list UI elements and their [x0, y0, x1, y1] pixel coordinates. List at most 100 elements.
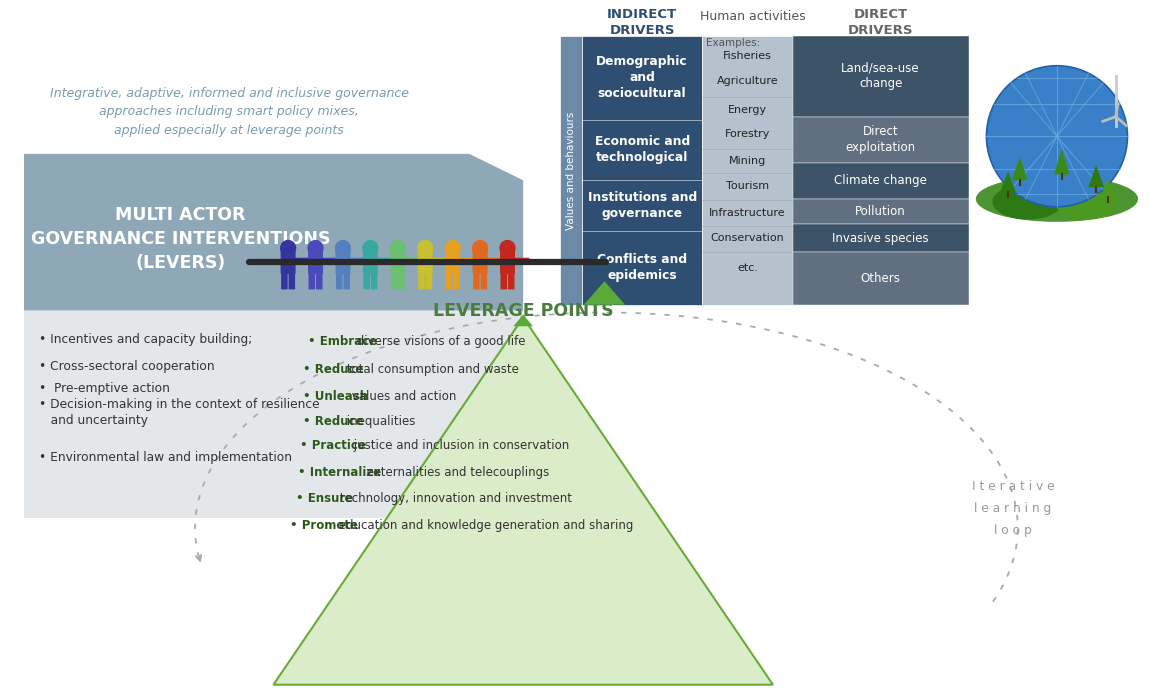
- FancyBboxPatch shape: [419, 273, 424, 290]
- Bar: [792, 36, 968, 117]
- FancyBboxPatch shape: [426, 273, 432, 290]
- FancyBboxPatch shape: [289, 273, 296, 290]
- Text: • Practice: • Practice: [300, 439, 366, 452]
- FancyBboxPatch shape: [363, 247, 378, 274]
- Text: justice and inclusion in conservation: justice and inclusion in conservation: [350, 439, 569, 452]
- Polygon shape: [24, 154, 523, 311]
- Text: DIRECT
DRIVERS: DIRECT DRIVERS: [848, 8, 913, 37]
- Text: Mining: Mining: [729, 156, 766, 165]
- Circle shape: [336, 241, 351, 255]
- FancyBboxPatch shape: [402, 258, 420, 265]
- Text: Infrastructure: Infrastructure: [710, 207, 785, 218]
- Text: MULTI ACTOR
GOVERNANCE INTERVENTIONS
(LEVERS): MULTI ACTOR GOVERNANCE INTERVENTIONS (LE…: [31, 206, 330, 272]
- Circle shape: [500, 241, 515, 255]
- Text: Fisheries: Fisheries: [723, 51, 772, 61]
- Text: • Decision-making in the context of resilience
   and uncertainty: • Decision-making in the context of resi…: [39, 398, 320, 427]
- Bar: [792, 224, 968, 252]
- Text: • Incentives and capacity building;: • Incentives and capacity building;: [39, 334, 253, 346]
- Ellipse shape: [1055, 184, 1118, 219]
- Text: Institutions and
governance: Institutions and governance: [588, 191, 697, 221]
- FancyBboxPatch shape: [375, 258, 392, 265]
- Bar: [582, 36, 703, 305]
- FancyBboxPatch shape: [336, 247, 351, 274]
- Polygon shape: [1000, 172, 1015, 192]
- Circle shape: [987, 66, 1127, 207]
- Text: Conservation: Conservation: [711, 233, 784, 243]
- FancyBboxPatch shape: [281, 273, 288, 290]
- Text: Integrative, adaptive, informed and inclusive governance
approaches including sm: Integrative, adaptive, informed and incl…: [49, 87, 409, 137]
- Text: INDIRECT
DRIVERS: INDIRECT DRIVERS: [607, 8, 677, 37]
- Text: • Internalize: • Internalize: [298, 466, 381, 479]
- Bar: [560, 36, 582, 305]
- Circle shape: [281, 241, 296, 255]
- Text: • Reduce: • Reduce: [302, 363, 363, 376]
- FancyBboxPatch shape: [481, 273, 488, 290]
- FancyBboxPatch shape: [347, 258, 365, 265]
- FancyBboxPatch shape: [429, 258, 447, 265]
- Polygon shape: [1088, 165, 1104, 187]
- Text: Demographic
and
sociocultural: Demographic and sociocultural: [597, 55, 688, 100]
- Text: Forestry: Forestry: [724, 129, 770, 140]
- FancyBboxPatch shape: [316, 273, 322, 290]
- FancyBboxPatch shape: [308, 247, 323, 274]
- FancyBboxPatch shape: [390, 247, 405, 274]
- FancyBboxPatch shape: [344, 273, 350, 290]
- Polygon shape: [1055, 149, 1070, 174]
- Text: values and action: values and action: [347, 390, 457, 403]
- Text: Climate change: Climate change: [834, 174, 927, 187]
- FancyBboxPatch shape: [363, 273, 370, 290]
- Ellipse shape: [976, 176, 1138, 222]
- Text: • Environmental law and implementation: • Environmental law and implementation: [39, 451, 292, 464]
- FancyBboxPatch shape: [417, 247, 432, 274]
- FancyBboxPatch shape: [336, 273, 343, 290]
- Polygon shape: [1012, 156, 1028, 180]
- Circle shape: [308, 241, 323, 255]
- Text: Energy: Energy: [728, 105, 767, 114]
- Circle shape: [473, 241, 488, 255]
- Text: Invasive species: Invasive species: [833, 232, 929, 244]
- FancyBboxPatch shape: [292, 258, 311, 265]
- FancyBboxPatch shape: [308, 273, 315, 290]
- Text: Examples:: Examples:: [706, 38, 760, 48]
- Text: I t e r a t i v e
l e a r n i n g
l o o p: I t e r a t i v e l e a r n i n g l o o …: [972, 480, 1055, 537]
- FancyBboxPatch shape: [370, 273, 377, 290]
- FancyBboxPatch shape: [484, 258, 501, 265]
- FancyBboxPatch shape: [391, 273, 398, 290]
- Text: externalities and telecouplings: externalities and telecouplings: [363, 466, 549, 479]
- FancyBboxPatch shape: [446, 273, 452, 290]
- Circle shape: [390, 241, 405, 255]
- FancyBboxPatch shape: [473, 247, 488, 274]
- Polygon shape: [584, 281, 626, 305]
- Bar: [792, 199, 968, 224]
- Bar: [703, 36, 792, 305]
- Bar: [792, 252, 968, 305]
- Polygon shape: [24, 311, 523, 518]
- Ellipse shape: [992, 184, 1063, 219]
- FancyBboxPatch shape: [281, 247, 296, 274]
- FancyBboxPatch shape: [500, 247, 515, 274]
- Text: Direct
exploitation: Direct exploitation: [845, 125, 915, 154]
- FancyBboxPatch shape: [445, 247, 460, 274]
- FancyBboxPatch shape: [398, 273, 405, 290]
- Text: • Embrace: • Embrace: [308, 336, 377, 348]
- Text: Tourism: Tourism: [726, 181, 769, 191]
- FancyBboxPatch shape: [500, 273, 507, 290]
- Text: Economic and
technological: Economic and technological: [595, 135, 690, 165]
- Circle shape: [445, 241, 460, 255]
- Text: Land/sea-use
change: Land/sea-use change: [842, 61, 920, 90]
- Bar: [792, 163, 968, 199]
- Circle shape: [363, 241, 378, 255]
- FancyBboxPatch shape: [457, 258, 475, 265]
- Bar: [792, 117, 968, 163]
- Text: Others: Others: [860, 272, 900, 285]
- Text: technology, innovation and investment: technology, innovation and investment: [336, 492, 572, 505]
- FancyBboxPatch shape: [512, 258, 529, 265]
- FancyBboxPatch shape: [473, 273, 480, 290]
- Text: total consumption and waste: total consumption and waste: [343, 363, 519, 376]
- Text: etc.: etc.: [737, 263, 758, 274]
- Text: • Cross-sectoral cooperation: • Cross-sectoral cooperation: [39, 360, 215, 373]
- Polygon shape: [513, 315, 532, 326]
- Text: Conflicts and
epidemics: Conflicts and epidemics: [597, 253, 688, 282]
- Text: • Unleash: • Unleash: [302, 390, 368, 403]
- Text: • Reduce: • Reduce: [302, 415, 363, 428]
